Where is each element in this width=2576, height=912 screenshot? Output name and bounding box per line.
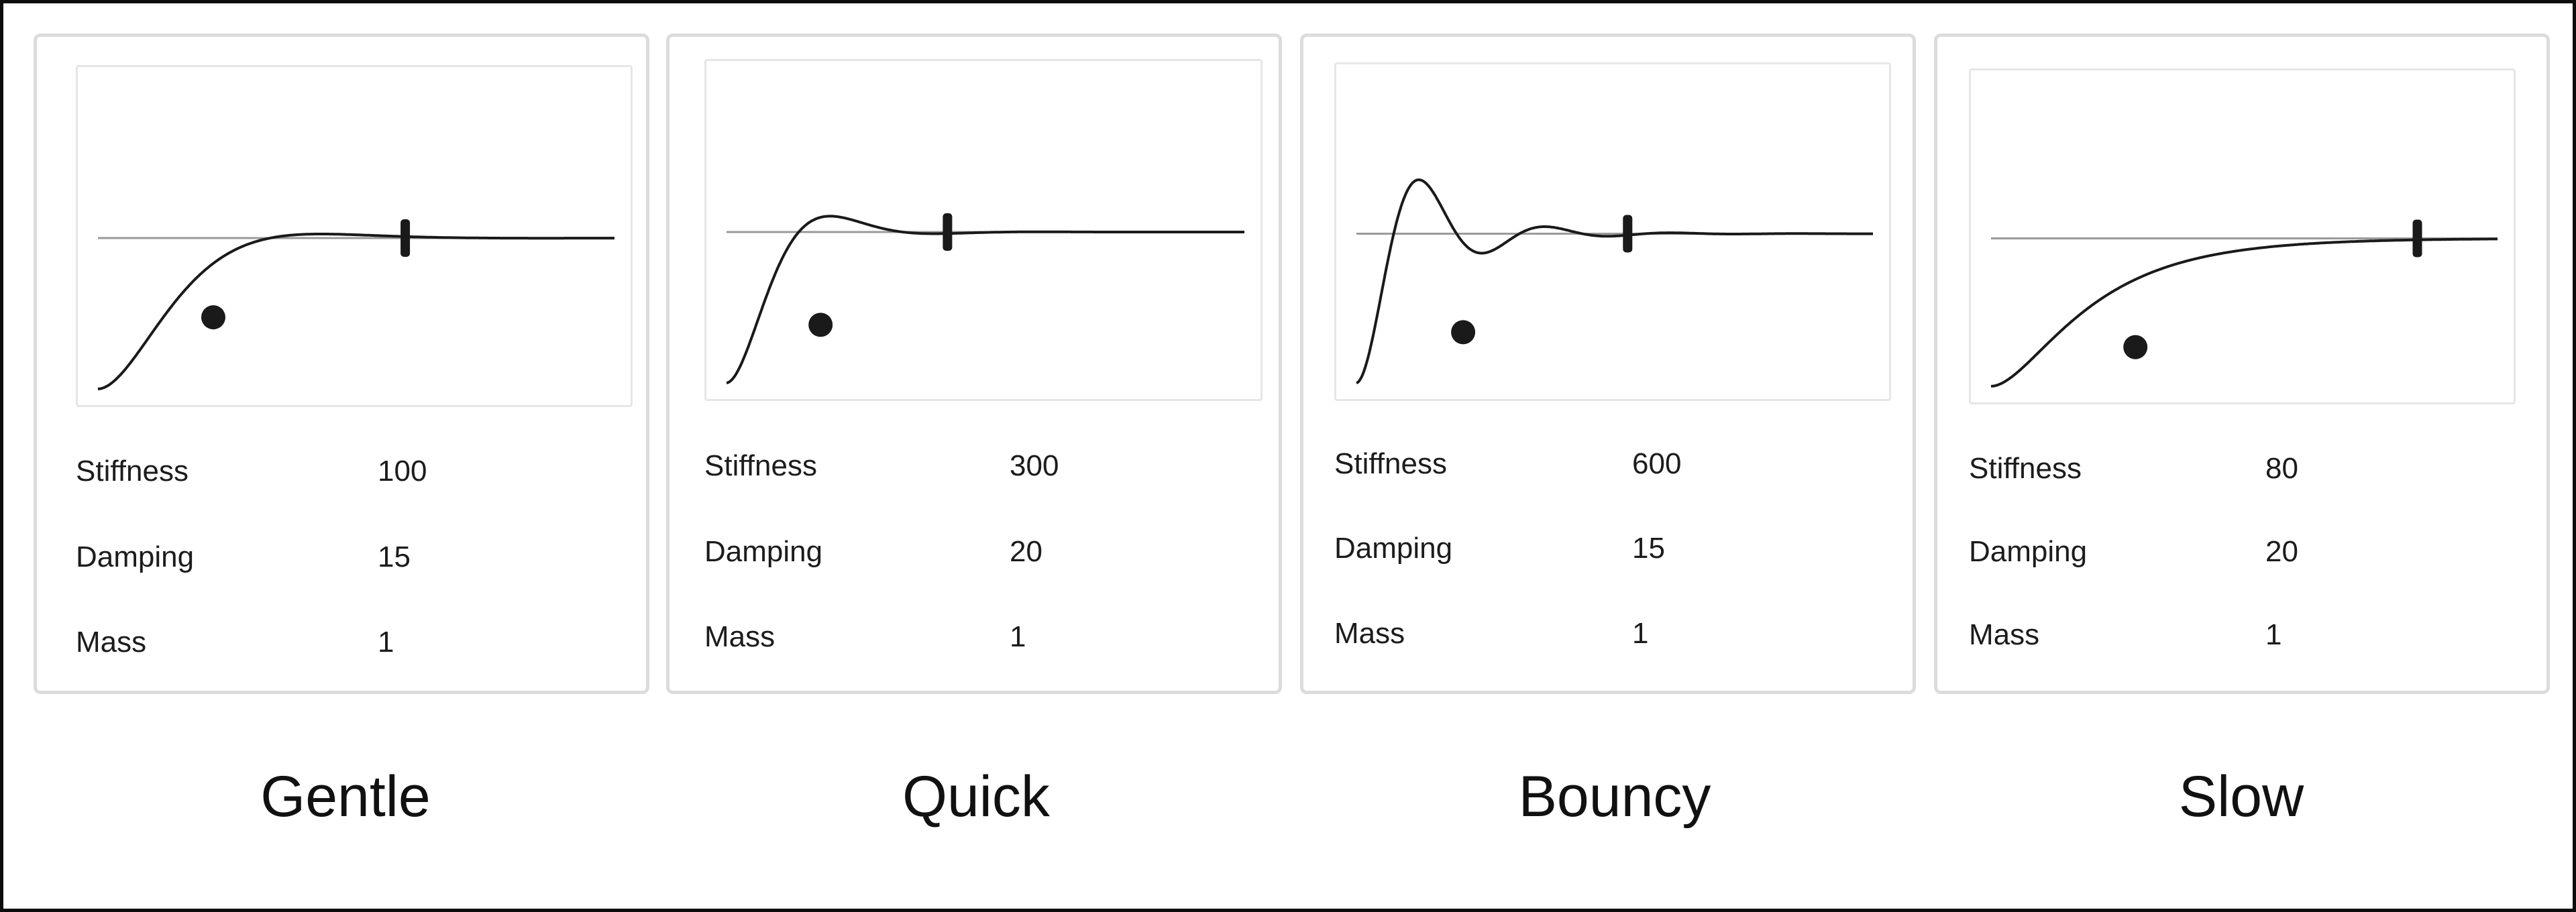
mass-label: Mass	[704, 620, 775, 653]
ball-icon	[2123, 335, 2148, 359]
spring-curve-svg	[1356, 178, 1873, 384]
mass-label: Mass	[76, 626, 147, 659]
stiffness-value: 300	[1010, 449, 1059, 482]
mass-value: 1	[2265, 618, 2282, 651]
preset-name-bouncy: Bouncy	[1518, 764, 1711, 829]
preset-name-gentle: Gentle	[260, 764, 431, 829]
spring-graph	[1334, 62, 1891, 401]
stiffness-value: 80	[2265, 452, 2298, 485]
spring-graph	[76, 65, 633, 407]
mass-value: 1	[378, 626, 394, 659]
preset-card-quick[interactable]: Stiffness 300 Damping 20 Mass 1	[666, 34, 1282, 694]
spring-curve	[1356, 178, 1873, 384]
stiffness-label: Stiffness	[1969, 452, 2082, 485]
damping-label: Damping	[76, 540, 195, 573]
damping-value: 20	[1010, 535, 1042, 568]
spring-curve	[97, 233, 614, 390]
preset-name-quick: Quick	[902, 764, 1050, 829]
damping-label: Damping	[704, 535, 823, 568]
ball-icon	[201, 305, 225, 330]
mass-value: 1	[1632, 617, 1649, 650]
stiffness-value: 600	[1632, 447, 1682, 480]
damping-value: 20	[2265, 535, 2298, 568]
ball-icon	[1451, 320, 1476, 345]
spring-curve	[726, 215, 1244, 384]
damping-label: Damping	[1969, 535, 2088, 568]
ball-icon	[808, 312, 833, 337]
spring-graph	[704, 59, 1263, 401]
damping-label: Damping	[1334, 532, 1453, 565]
settle-marker-icon[interactable]	[400, 219, 411, 257]
preset-card-slow[interactable]: Stiffness 80 Damping 20 Mass 1	[1934, 34, 2550, 694]
preset-card-gentle[interactable]: Stiffness 100 Damping 15 Mass 1	[34, 34, 649, 694]
stiffness-label: Stiffness	[76, 455, 189, 488]
stiffness-label: Stiffness	[1334, 447, 1447, 480]
spring-graph	[1969, 68, 2516, 404]
spring-curve	[1990, 237, 2498, 388]
mass-value: 1	[1010, 620, 1026, 653]
settle-marker-icon[interactable]	[943, 213, 953, 251]
mass-label: Mass	[1334, 617, 1405, 650]
mass-label: Mass	[1969, 618, 2040, 651]
settle-marker-icon[interactable]	[1623, 215, 1633, 253]
preset-card-bouncy[interactable]: Stiffness 600 Damping 15 Mass 1	[1300, 34, 1916, 694]
stiffness-value: 100	[378, 455, 427, 488]
spring-curve-svg	[1990, 219, 2498, 388]
damping-value: 15	[1632, 532, 1665, 565]
spring-curve-svg	[726, 213, 1244, 384]
spring-curve-svg	[97, 219, 614, 390]
damping-value: 15	[378, 540, 411, 573]
settle-marker-icon[interactable]	[2412, 219, 2422, 258]
stiffness-label: Stiffness	[704, 449, 817, 482]
preset-name-slow: Slow	[2178, 764, 2304, 829]
